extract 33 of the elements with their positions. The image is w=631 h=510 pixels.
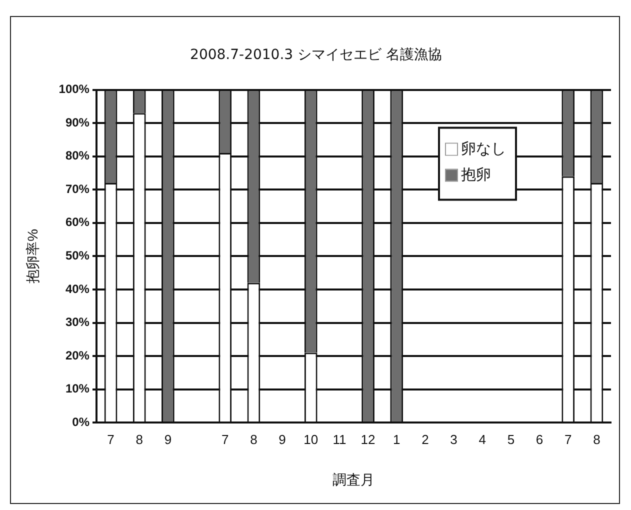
x-tick-label: 8 — [250, 432, 258, 447]
x-tick-label: 8 — [593, 432, 600, 447]
y-tick-label: 70% — [65, 182, 90, 196]
y-tick-label: 10% — [65, 382, 90, 396]
x-tick-label: 9 — [164, 432, 172, 447]
x-tick-label: 7 — [564, 432, 572, 447]
y-tick-label: 20% — [65, 348, 90, 362]
y-tick-label: 0% — [72, 414, 90, 429]
x-tick-label: 6 — [536, 432, 544, 447]
x-tick-label: 12 — [360, 432, 376, 447]
x-tick-label: 3 — [450, 432, 458, 447]
chart-title: 2008.7-2010.3 シマイセエビ 名護漁協 — [190, 47, 442, 64]
x-axis-title: 調査月 — [332, 471, 375, 488]
y-tick-label: 40% — [65, 282, 90, 296]
x-tick-label: 8 — [136, 432, 143, 447]
y-tick-label: 60% — [65, 215, 90, 230]
y-tick-label: 30% — [65, 315, 90, 330]
x-tick-label: 10 — [304, 432, 318, 447]
x-tick-label: 7 — [107, 432, 114, 447]
x-tick-label: 4 — [478, 432, 486, 447]
y-tick-label: 80% — [65, 148, 90, 163]
x-tick-label: 5 — [507, 432, 515, 447]
x-tick-label: 9 — [278, 432, 286, 447]
x-tick-label: 7 — [222, 432, 229, 447]
x-tick-label: 11 — [332, 432, 346, 447]
legend-label: 抱卵 — [461, 166, 491, 184]
x-tick-label: 2 — [422, 432, 429, 447]
x-tick-label: 1 — [393, 432, 400, 447]
legend-label: 卵なし — [461, 140, 506, 158]
y-tick-label: 100% — [58, 82, 90, 96]
y-tick-label: 90% — [65, 115, 90, 130]
y-axis-title: 抱卵率% — [24, 228, 40, 284]
y-tick-label: 50% — [65, 248, 90, 263]
